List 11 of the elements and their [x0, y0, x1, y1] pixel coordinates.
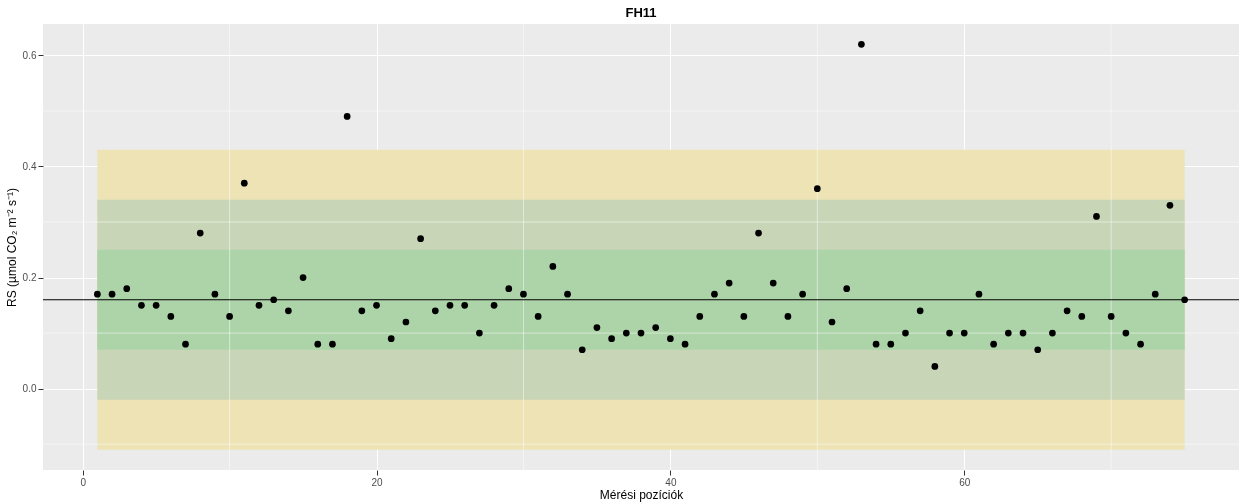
y-tick-label: 0.4	[22, 160, 37, 172]
y-tick-label: 0.6	[22, 49, 37, 61]
x-axis-title: Mérési pozíciók	[599, 487, 685, 502]
y-tick-label: 0.2	[22, 272, 37, 284]
x-tick-label: 60	[959, 476, 971, 488]
x-tick-label: 20	[371, 476, 384, 488]
x-tick-label: 0	[80, 476, 87, 488]
chart-title: FH11	[625, 4, 657, 20]
y-tick-label: 0.0	[22, 383, 37, 395]
x-tick-label: 40	[665, 476, 677, 488]
y-axis-title: RS (µmol CO₂ m⁻² s⁻¹)	[4, 188, 19, 307]
